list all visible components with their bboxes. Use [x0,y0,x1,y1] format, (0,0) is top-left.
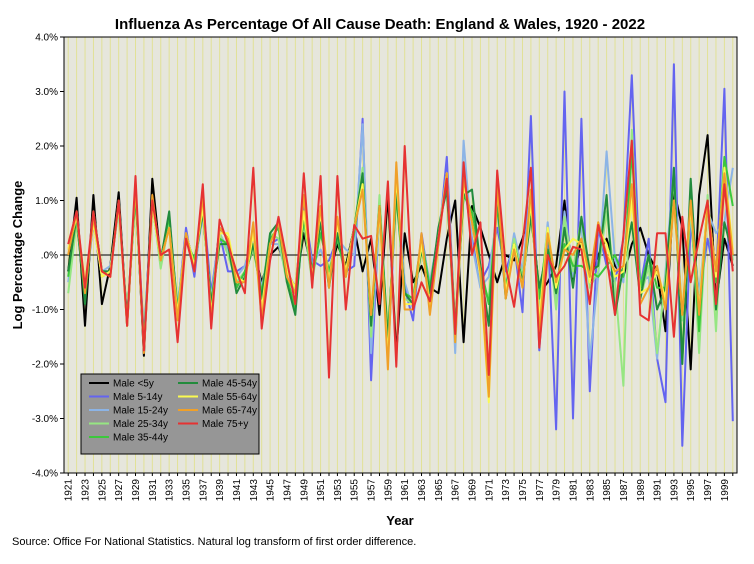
x-tick-label: 1923 [81,479,92,502]
legend-label-0: Male <5y [113,379,154,390]
x-tick-label: 1935 [182,479,193,502]
x-tick-label: 1999 [720,479,731,502]
legend-label-5: Male 45-54y [202,379,257,390]
legend-label-2: Male 15-24y [113,406,168,417]
y-tick-label: -3.0% [32,414,58,425]
x-tick-label: 1943 [249,479,260,502]
x-tick-label: 1933 [165,479,176,502]
x-axis: 1921 1923 1925 1927 1929 1931 1933 1935 1937 1939… [64,473,734,502]
x-tick-label: 1925 [97,479,108,502]
x-tick-label: 1955 [350,479,361,502]
x-tick-label: 1967 [451,479,462,502]
series-lines [67,63,734,447]
x-tick-label: 1941 [232,479,243,502]
x-tick-label: 1939 [215,479,226,502]
x-tick-label: 1973 [501,479,512,502]
y-tick-label: .0% [41,251,58,262]
x-tick-label: 1977 [535,479,546,502]
x-tick-label: 1953 [333,479,344,502]
legend-label-6: Male 55-64y [202,392,257,403]
x-tick-label: 1929 [131,479,142,502]
chart-title: Influenza As Percentage Of All Cause Dea… [115,16,645,33]
y-axis-label: Log Percentage Change [10,181,25,330]
x-tick-label: 1937 [198,479,209,502]
x-tick-label: 1921 [64,479,75,502]
x-tick-label: 1931 [148,479,159,502]
legend-label-1: Male 5-14y [113,392,162,403]
x-tick-label: 1945 [266,479,277,502]
x-tick-label: 1957 [367,479,378,502]
legend-label-8: Male 75+y [202,419,248,430]
y-tick-label: 3.0% [35,87,58,98]
y-tick-label: -1.0% [32,305,58,316]
x-tick-label: 1951 [316,479,327,502]
legend-box [80,373,260,455]
x-axis-label: Year [386,513,413,528]
x-tick-label: 1979 [552,479,563,502]
y-tick-label: 2.0% [35,142,58,153]
y-axis: 4.0% 3.0% 2.0% 1.0% .0% -1.0% -2.0% -3.0% -4.0% [32,33,64,480]
y-tick-label: 1.0% [35,196,58,207]
x-tick-label: 1927 [114,479,125,502]
x-tick-label: 1963 [417,479,428,502]
x-tick-label: 1997 [703,479,714,502]
legend-label-4: Male 35-44y [113,433,168,444]
x-tick-label: 1949 [299,479,310,502]
y-tick-label: -2.0% [32,360,58,371]
x-tick-label: 1947 [282,479,293,502]
x-tick-label: 1989 [636,479,647,502]
x-tick-label: 1959 [383,479,394,502]
x-tick-label: 1995 [686,479,697,502]
x-tick-label: 1991 [653,479,664,502]
x-tick-label: 1965 [434,479,445,502]
x-tick-label: 1987 [619,479,630,502]
legend: Male <5y Male 5-14y Male 15-24y Male 25-34y… [80,373,260,455]
legend-label-3: Male 25-34y [113,419,168,430]
y-tick-label: -4.0% [32,469,58,480]
x-tick-label: 1969 [468,479,479,502]
x-tick-label: 1975 [518,479,529,502]
source-note: Source: Office For National Statistics. … [12,536,416,548]
x-tick-label: 1993 [669,479,680,502]
x-tick-label: 1981 [569,479,580,502]
legend-label-7: Male 65-74y [202,406,257,417]
x-tick-label: 1961 [400,479,411,502]
y-tick-label: 4.0% [35,33,58,44]
x-tick-label: 1983 [585,479,596,502]
x-tick-label: 1971 [484,479,495,502]
x-tick-label: 1985 [602,479,613,502]
series-line-8 [67,139,734,379]
